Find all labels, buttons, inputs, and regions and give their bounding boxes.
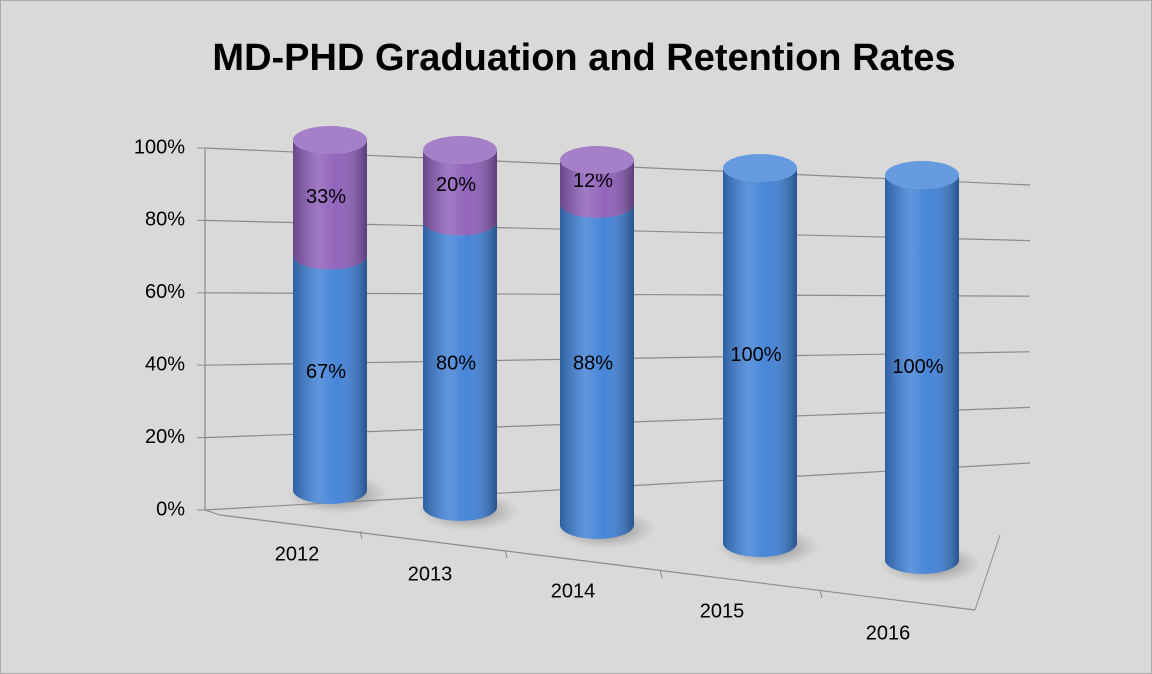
bar-top-highlight [293, 126, 367, 154]
floor-edge [974, 534, 1001, 611]
bar-top-highlight [560, 146, 634, 174]
x-tick-label: 2012 [275, 543, 320, 565]
data-label: 33% [306, 186, 346, 208]
chart-title: MD-PHD Graduation and Retention Rates [212, 37, 955, 79]
bar-shading [423, 150, 497, 236]
data-label: 20% [436, 174, 476, 196]
y-tick-label: 20% [145, 426, 185, 448]
y-tick-label: 0% [156, 498, 185, 520]
bar-top [560, 146, 634, 174]
y-tick-label: 100% [134, 136, 185, 158]
data-label: 100% [892, 356, 943, 378]
bar-shading [885, 175, 959, 574]
bar-top [293, 126, 367, 154]
y-tick-label: 80% [145, 209, 185, 231]
bar-top [723, 154, 797, 182]
floor-edge [219, 514, 976, 611]
bar-top-highlight [423, 136, 497, 164]
floor-edge [204, 509, 221, 516]
bar-top-highlight [885, 161, 959, 189]
data-label: 100% [730, 344, 781, 366]
bar-top [423, 136, 497, 164]
x-tick-label: 2015 [700, 600, 745, 622]
x-tick-label: 2014 [551, 580, 596, 602]
bar-shading [293, 140, 367, 270]
data-label: 67% [306, 361, 346, 383]
bar-shading [293, 255, 367, 504]
x-tick [659, 569, 663, 579]
bar-shading [723, 168, 797, 557]
bar-shading [560, 160, 634, 218]
x-tick [359, 530, 363, 540]
data-label: 88% [573, 353, 613, 375]
data-label: 80% [436, 352, 476, 374]
y-tick-label: 60% [145, 281, 185, 303]
x-tick [504, 549, 508, 559]
bar-top-highlight [723, 154, 797, 182]
x-tick-label: 2013 [408, 563, 453, 585]
data-label: 12% [573, 170, 613, 192]
x-tick-label: 2016 [866, 622, 911, 644]
y-tick-label: 40% [145, 353, 185, 375]
bar-shading [560, 203, 634, 540]
x-tick [819, 589, 823, 599]
bar-top [885, 161, 959, 189]
bar-shading [423, 221, 497, 521]
